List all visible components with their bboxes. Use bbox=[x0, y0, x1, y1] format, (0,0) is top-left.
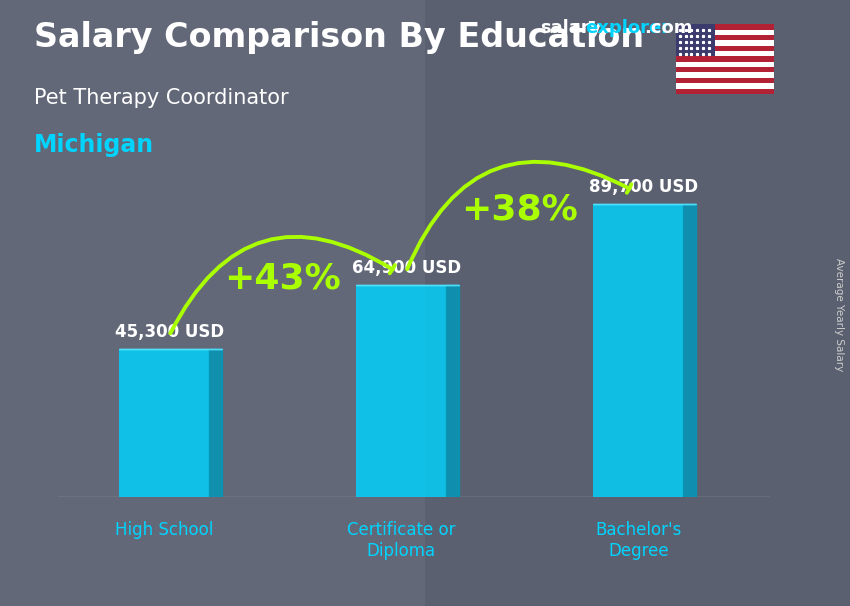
Bar bbox=[119, 349, 209, 497]
Text: 64,900 USD: 64,900 USD bbox=[352, 259, 461, 277]
Text: explorer: explorer bbox=[585, 19, 670, 38]
Bar bbox=[676, 83, 774, 88]
Text: Bachelor's
Degree: Bachelor's Degree bbox=[595, 521, 682, 560]
Text: Salary Comparison By Education: Salary Comparison By Education bbox=[34, 21, 644, 54]
Bar bbox=[676, 51, 774, 56]
Text: Pet Therapy Coordinator: Pet Therapy Coordinator bbox=[34, 88, 289, 108]
Bar bbox=[676, 78, 774, 83]
Bar bbox=[676, 62, 774, 67]
Text: 89,700 USD: 89,700 USD bbox=[588, 178, 698, 196]
Text: Michigan: Michigan bbox=[34, 133, 154, 158]
Bar bbox=[676, 67, 774, 73]
Bar bbox=[676, 35, 774, 41]
Bar bbox=[676, 73, 774, 78]
Bar bbox=[676, 56, 774, 62]
Text: Certificate or
Diploma: Certificate or Diploma bbox=[347, 521, 456, 560]
Polygon shape bbox=[446, 285, 459, 497]
Text: 45,300 USD: 45,300 USD bbox=[115, 323, 224, 341]
Bar bbox=[676, 24, 774, 30]
Bar bbox=[676, 45, 774, 51]
Text: salary: salary bbox=[540, 19, 601, 38]
Bar bbox=[676, 88, 774, 94]
Text: Average Yearly Salary: Average Yearly Salary bbox=[834, 259, 844, 371]
Bar bbox=[593, 204, 683, 497]
Polygon shape bbox=[209, 349, 223, 497]
Bar bbox=[676, 30, 774, 35]
Bar bbox=[676, 24, 715, 56]
Text: +38%: +38% bbox=[462, 193, 578, 227]
Text: High School: High School bbox=[115, 521, 213, 539]
Bar bbox=[676, 41, 774, 45]
Bar bbox=[356, 285, 446, 497]
Polygon shape bbox=[683, 204, 696, 497]
Text: .com: .com bbox=[644, 19, 693, 38]
Text: +43%: +43% bbox=[224, 261, 341, 295]
